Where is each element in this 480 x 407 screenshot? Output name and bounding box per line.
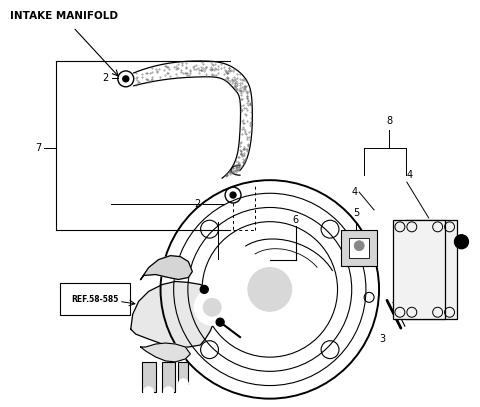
Circle shape (248, 267, 292, 311)
Circle shape (123, 76, 129, 82)
Polygon shape (141, 343, 191, 362)
Bar (349, 238, 369, 258)
Circle shape (179, 379, 188, 389)
Text: 7: 7 (35, 143, 41, 153)
Circle shape (144, 387, 154, 397)
Bar (162, 362, 176, 392)
Bar (405, 220, 456, 319)
Bar (393, 220, 444, 319)
Circle shape (194, 289, 230, 325)
Circle shape (230, 192, 236, 198)
Text: 2: 2 (103, 73, 109, 83)
Text: INTAKE MANIFOLD: INTAKE MANIFOLD (10, 11, 118, 21)
Text: 6: 6 (292, 215, 299, 225)
Text: 3: 3 (379, 334, 385, 344)
Polygon shape (141, 256, 192, 280)
Circle shape (211, 260, 225, 274)
Circle shape (354, 241, 364, 251)
Circle shape (164, 387, 173, 397)
Text: REF.58-585: REF.58-585 (71, 295, 119, 304)
Text: 2: 2 (194, 199, 200, 209)
Text: 8: 8 (386, 116, 392, 125)
Bar (341, 230, 377, 266)
Circle shape (203, 298, 221, 316)
Text: 4: 4 (407, 170, 413, 180)
Circle shape (455, 235, 468, 249)
Text: 5: 5 (353, 208, 360, 218)
Bar (142, 362, 156, 392)
Text: 4: 4 (351, 187, 357, 197)
Polygon shape (131, 282, 215, 347)
Circle shape (216, 318, 224, 326)
Circle shape (200, 285, 208, 293)
Bar (179, 362, 188, 384)
Text: 1: 1 (450, 220, 456, 230)
